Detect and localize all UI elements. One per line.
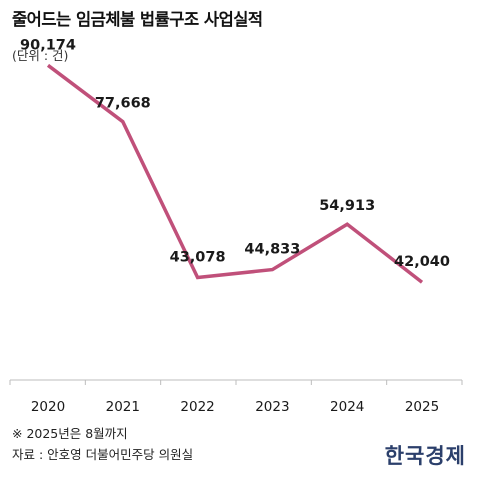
x-tick-label: 2022 [180, 399, 214, 415]
data-label: 44,833 [244, 242, 300, 258]
data-label: 90,174 [20, 37, 76, 53]
unit-label: (단위 : 건) [12, 48, 69, 63]
footnote: ※ 2025년은 8월까지 [12, 426, 128, 441]
x-tick-label: 2024 [330, 399, 364, 415]
chart-title: 줄어드는 임금체불 법률구조 사업실적 [12, 10, 263, 29]
x-tick-label: 2020 [31, 399, 65, 415]
publisher-logo: 한국경제 [384, 443, 466, 468]
data-label: 42,040 [394, 254, 450, 270]
data-label: 77,668 [95, 96, 151, 112]
x-tick-label: 2025 [405, 399, 439, 415]
data-label: 43,078 [170, 250, 226, 266]
x-tick-label: 2023 [255, 399, 289, 415]
source-note: 자료 : 안호영 더불어민주당 의원실 [12, 447, 194, 462]
series-line [46, 63, 424, 284]
x-tick-label: 2021 [106, 399, 140, 415]
data-label: 54,913 [319, 198, 375, 214]
